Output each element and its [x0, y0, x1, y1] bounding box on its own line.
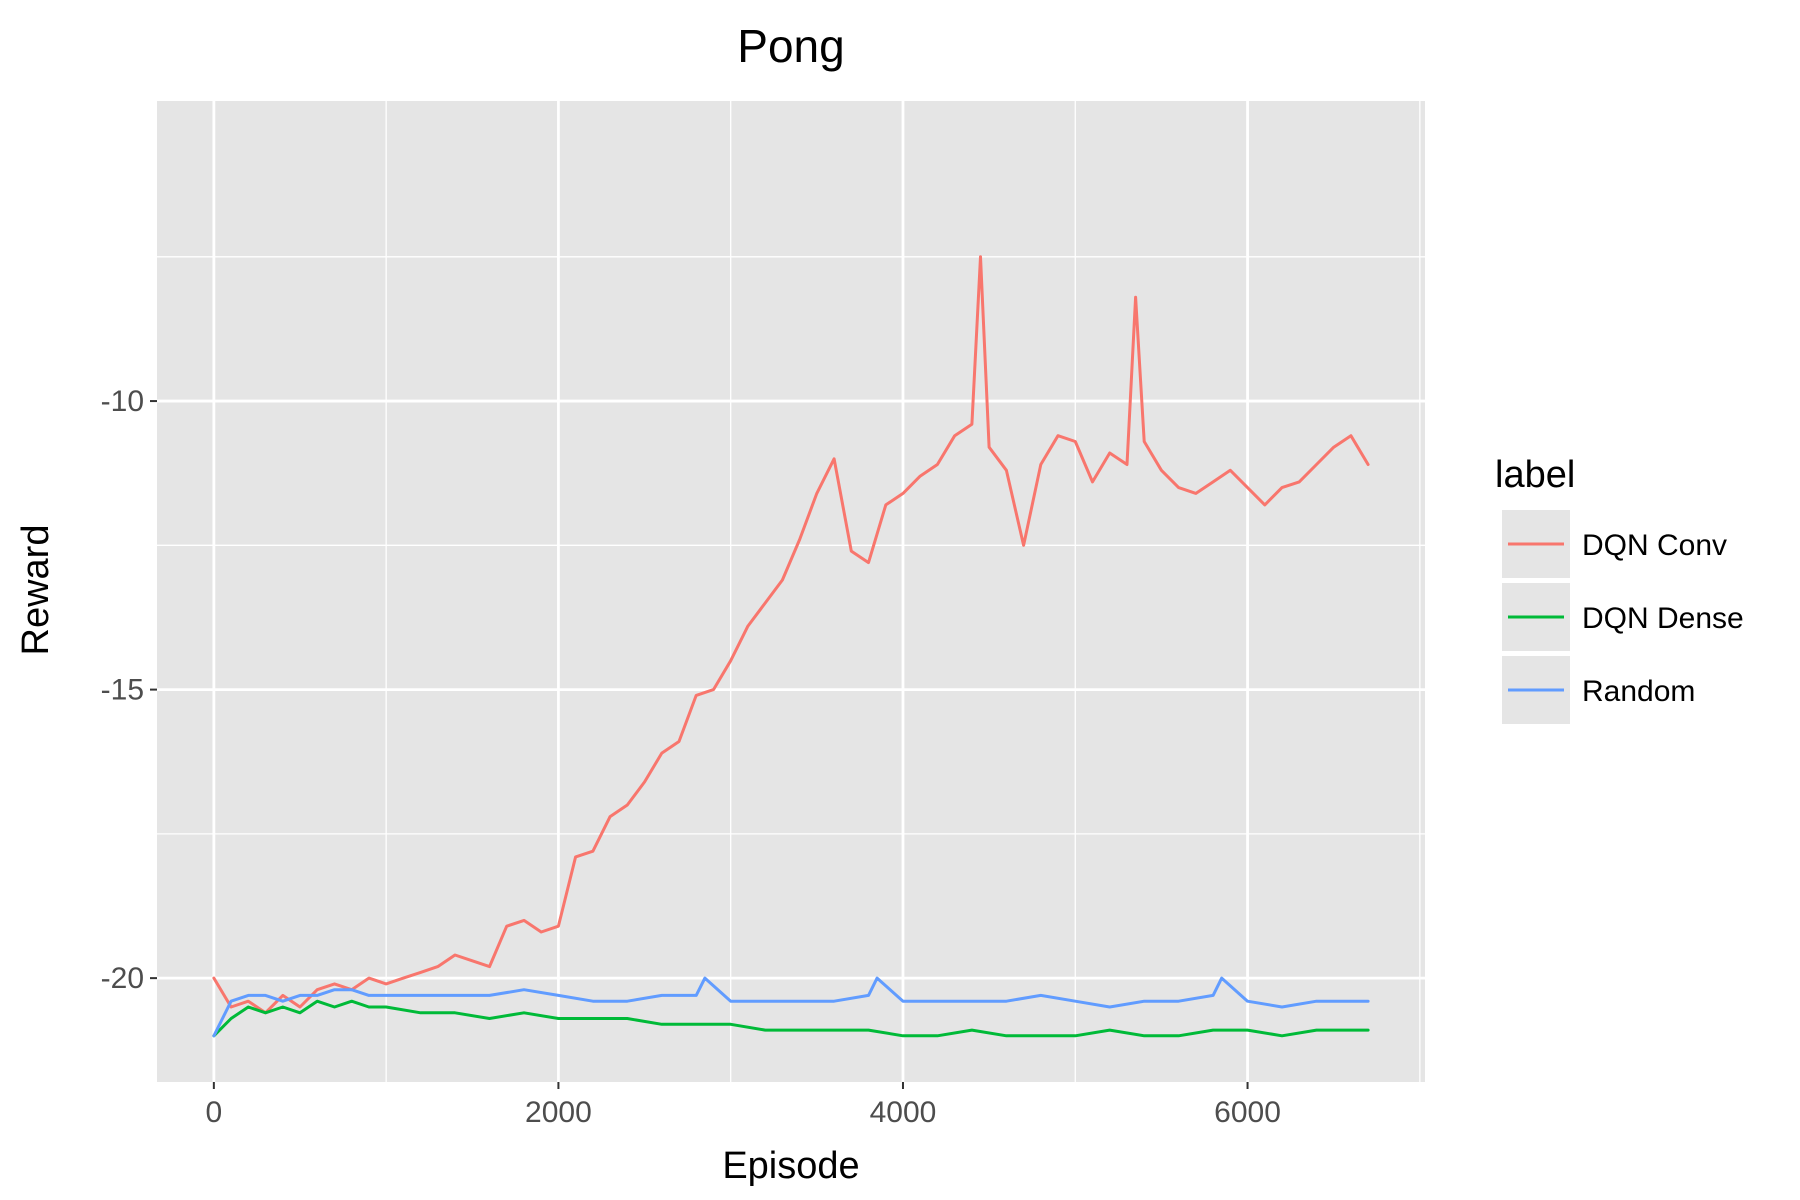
axis-ticks — [150, 400, 1249, 1089]
x-tick-label: 0 — [206, 1096, 223, 1129]
y-tick-label: -10 — [101, 385, 144, 418]
x-tick-label: 4000 — [870, 1096, 937, 1129]
y-tick-label: -15 — [101, 674, 144, 707]
grid-minor — [157, 101, 1425, 1082]
plot-panel — [157, 101, 1425, 1082]
legend: label DQN Conv DQN Dense Random — [1495, 454, 1744, 724]
series-line-dqn-conv — [212, 255, 1370, 1015]
series-lines — [212, 255, 1370, 1038]
series-line-random — [212, 976, 1370, 1038]
x-axis-title: Episode — [722, 1145, 859, 1187]
y-axis-title: Reward — [15, 525, 57, 656]
legend-label: DQN Conv — [1582, 529, 1727, 562]
legend-label: Random — [1582, 675, 1695, 708]
legend-items: DQN Conv DQN Dense Random — [1502, 510, 1744, 724]
legend-label: DQN Dense — [1582, 602, 1744, 635]
series-line-dqn-dense — [212, 999, 1370, 1038]
legend-title: label — [1495, 454, 1575, 496]
x-tick-label: 2000 — [525, 1096, 592, 1129]
tick-labels: 0 2000 4000 6000 -20 -15 -10 — [101, 385, 1281, 1129]
chart-title: Pong — [737, 20, 844, 72]
y-tick-label: -20 — [101, 962, 144, 995]
x-tick-label: 6000 — [1214, 1096, 1281, 1129]
